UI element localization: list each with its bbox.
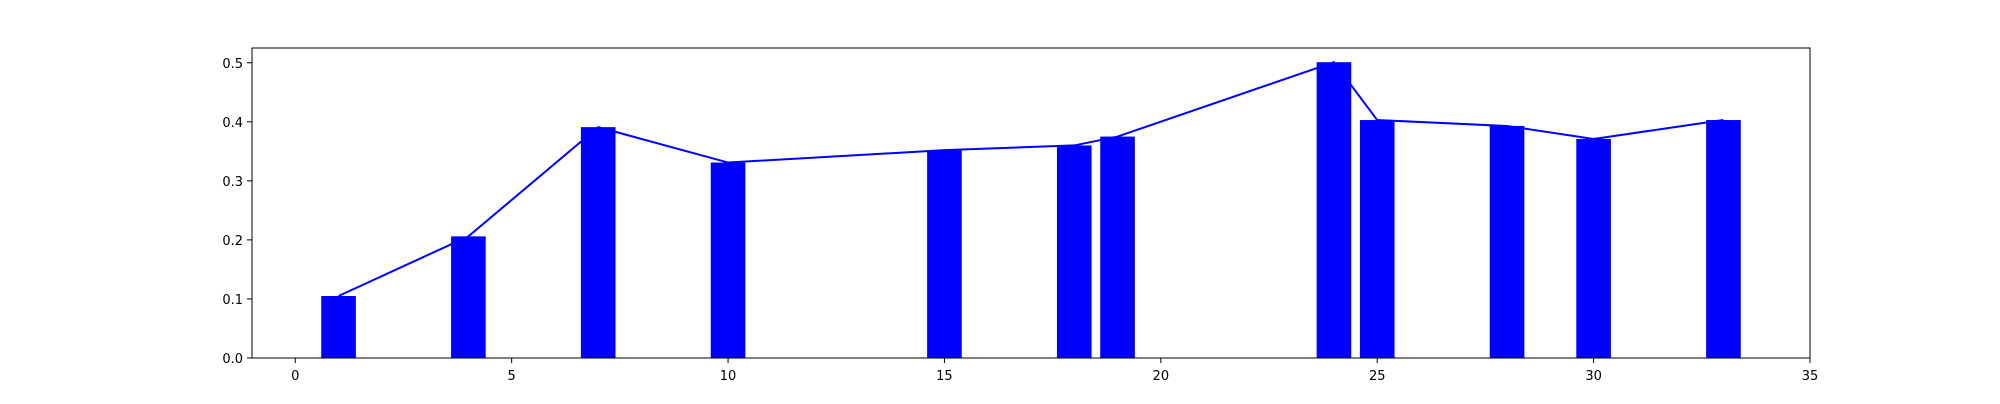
bar-1 (321, 296, 356, 358)
y-tick-label: 0.3 (222, 175, 243, 190)
y-tick-label: 0.0 (222, 352, 243, 367)
bar-18 (1056, 145, 1092, 358)
bar-25 (1359, 120, 1395, 359)
x-tick-label: 0 (291, 369, 299, 384)
x-tick-label: 10 (720, 369, 737, 384)
x-tick-label: 5 (508, 369, 516, 384)
y-tick-label: 0.5 (222, 57, 243, 72)
x-tick-label: 15 (936, 369, 953, 384)
plot-frame (251, 47, 1811, 359)
bars-layer (321, 62, 1741, 359)
y-tick-label: 0.1 (222, 293, 243, 308)
y-tick-label: 0.2 (222, 234, 243, 249)
x-tick-label: 20 (1153, 369, 1170, 384)
line-layer (338, 60, 1724, 297)
bar-4 (451, 236, 486, 358)
bar-33 (1706, 120, 1741, 359)
bar-10 (710, 162, 746, 358)
x-tick-label: 25 (1369, 369, 1386, 384)
bar-24 (1316, 62, 1352, 359)
y-tick-label: 0.4 (222, 116, 243, 131)
y-axis: 0.0 0.1 0.2 0.3 0.4 0.5 (222, 57, 252, 367)
bar-30 (1576, 138, 1611, 358)
x-axis: 0 5 10 15 20 25 30 35 (291, 358, 1818, 384)
bar-7 (580, 127, 616, 358)
bar-15 (927, 150, 962, 358)
x-tick-label: 30 (1585, 369, 1602, 384)
x-tick-label: 35 (1802, 369, 1819, 384)
series-line (338, 60, 1724, 297)
bar-19 (1100, 136, 1135, 358)
bar-28 (1489, 125, 1525, 358)
